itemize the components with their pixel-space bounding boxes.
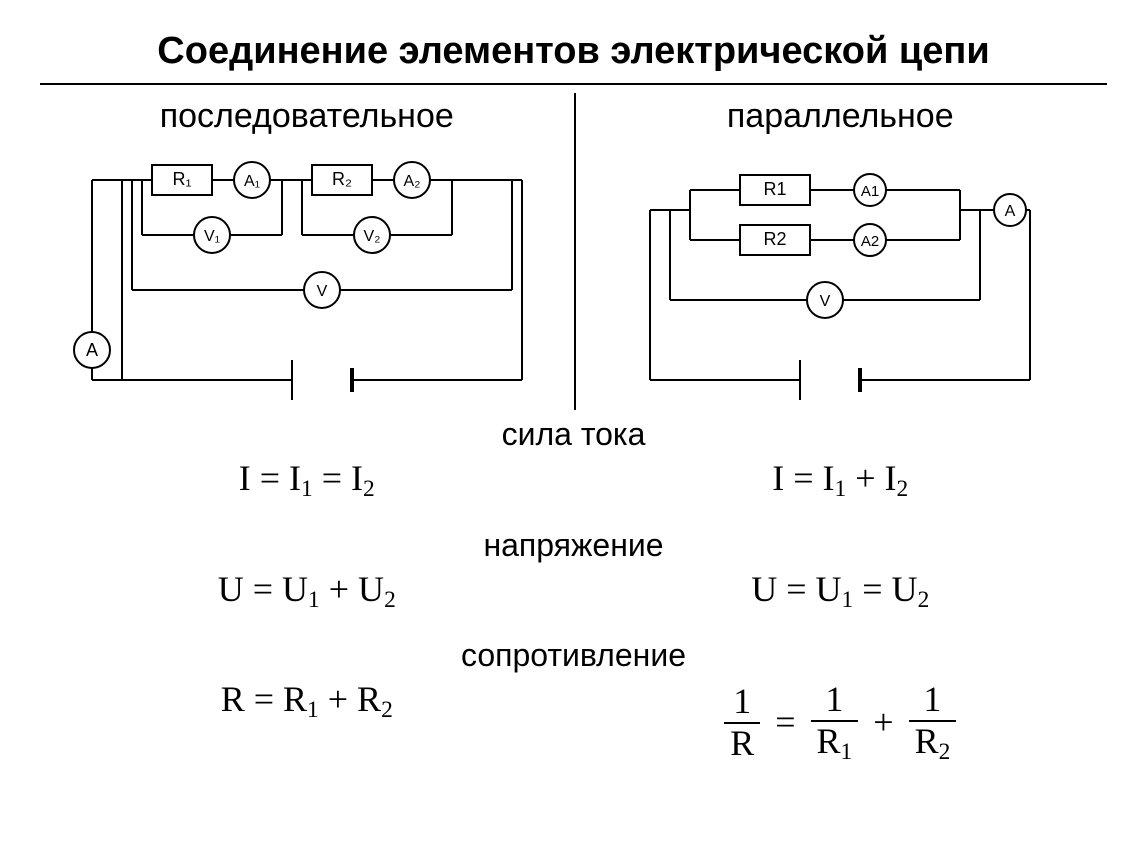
divider-vertical: [574, 93, 576, 410]
parallel-current-formula: I = I1 + I2: [584, 459, 1098, 503]
series-column: последовательное: [40, 93, 574, 410]
current-formulas: I = I1 = I2 I = I1 + I2: [40, 455, 1107, 521]
ammeter-a-label: A: [86, 340, 98, 360]
resistor-r1-label-p: R1: [764, 179, 787, 199]
series-circuit-diagram: A R₁ A₁ R₂ A₂: [50, 150, 564, 410]
parallel-voltage-formula: U = U1 = U2: [584, 570, 1098, 614]
voltmeter-v1-label: V₁: [204, 228, 220, 245]
resistance-formulas: R = R1 + R2 1R = 1R1 + 1R2: [40, 676, 1107, 783]
voltmeter-v-label: V: [316, 283, 327, 300]
columns-wrapper: последовательное: [40, 93, 1107, 410]
section-voltage: напряжение: [40, 527, 1107, 564]
series-heading: последовательное: [50, 97, 564, 136]
voltmeter-v2-label: V₂: [363, 228, 380, 245]
series-voltage-formula: U = U1 + U2: [50, 570, 564, 614]
voltmeter-v-label-p: V: [820, 293, 831, 310]
parallel-heading: параллельное: [584, 97, 1098, 136]
ammeter-a2-label-p: A2: [861, 233, 879, 250]
ammeter-a2-label: A₂: [403, 173, 420, 190]
ammeter-a-label-p: A: [1005, 203, 1016, 220]
series-resistance-formula: R = R1 + R2: [50, 680, 564, 724]
ammeter-a1-label: A₁: [244, 173, 260, 190]
divider-top: [40, 83, 1107, 85]
resistor-r1-label: R₁: [172, 169, 191, 189]
section-current: сила тока: [40, 416, 1107, 453]
page-title: Соединение элементов электрической цепи: [40, 30, 1107, 73]
parallel-circuit-diagram: R1 A1 R2 A2 A: [584, 150, 1098, 410]
ammeter-a1-label-p: A1: [861, 183, 879, 200]
page: Соединение элементов электрической цепи …: [0, 0, 1147, 813]
voltage-formulas: U = U1 + U2 U = U1 = U2: [40, 566, 1107, 632]
parallel-resistance-formula: 1R = 1R1 + 1R2: [584, 680, 1098, 765]
series-current-formula: I = I1 = I2: [50, 459, 564, 503]
parallel-column: параллельное: [574, 93, 1108, 410]
resistor-r2-label: R₂: [332, 169, 352, 189]
section-resistance: сопротивление: [40, 637, 1107, 674]
resistor-r2-label-p: R2: [764, 229, 787, 249]
